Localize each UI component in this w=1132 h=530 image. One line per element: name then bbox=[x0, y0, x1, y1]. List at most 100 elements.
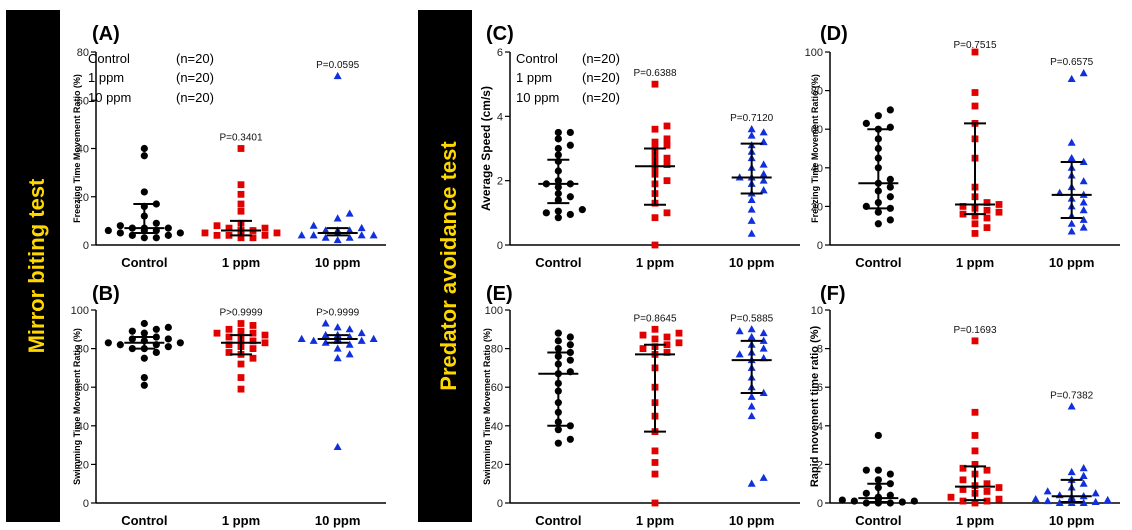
data-point bbox=[104, 226, 112, 235]
y-tick-label: 6 bbox=[817, 382, 823, 394]
data-point bbox=[140, 234, 148, 242]
series-1-ppm: 1 ppm P=0.3401 bbox=[201, 133, 281, 270]
data-point bbox=[1079, 69, 1088, 77]
panel-d: 0 20 40 60 80 100 Freezing Time Movement Ratio… bbox=[805, 23, 1120, 270]
x-tick-label: 1 ppm bbox=[636, 513, 674, 528]
data-point bbox=[261, 231, 269, 239]
data-point bbox=[874, 112, 882, 120]
data-point bbox=[140, 319, 148, 328]
y-tick-label: 40 bbox=[77, 421, 89, 433]
y-tick-label: 40 bbox=[811, 163, 823, 175]
data-point bbox=[261, 224, 269, 232]
data-point bbox=[983, 206, 991, 214]
data-point bbox=[759, 128, 768, 136]
data-point bbox=[1079, 215, 1088, 223]
y-tick-label: 100 bbox=[71, 305, 89, 317]
y-axis-label: Freezing Time Movement Ratio (%) bbox=[72, 74, 82, 223]
data-point bbox=[345, 350, 354, 358]
data-point bbox=[663, 122, 671, 130]
data-point bbox=[321, 338, 330, 346]
data-point bbox=[983, 214, 991, 222]
data-point bbox=[152, 200, 160, 208]
data-point bbox=[225, 341, 233, 349]
panel-letter: (C) bbox=[486, 23, 514, 45]
data-point bbox=[345, 325, 354, 333]
data-point bbox=[164, 224, 172, 232]
data-point bbox=[333, 344, 342, 352]
data-point bbox=[309, 221, 318, 229]
y-axis-label: Swimming Time Movement Ratio (%) bbox=[482, 328, 492, 485]
data-point bbox=[971, 212, 979, 220]
data-point bbox=[297, 231, 306, 239]
data-point bbox=[747, 332, 756, 341]
series-10-ppm: 10 ppm P=0.6575 bbox=[1049, 57, 1095, 270]
data-point bbox=[759, 328, 768, 337]
data-point bbox=[971, 432, 979, 439]
data-point bbox=[886, 491, 894, 499]
data-point bbox=[874, 220, 882, 228]
data-point bbox=[237, 200, 245, 208]
panel-e: 0 20 40 60 80 100 Swimming Time Movement Ratio… bbox=[482, 283, 800, 528]
data-point bbox=[995, 201, 1003, 208]
data-point bbox=[1079, 479, 1088, 487]
data-point bbox=[566, 193, 574, 201]
data-point bbox=[164, 343, 172, 351]
data-point bbox=[152, 333, 160, 341]
data-point bbox=[566, 141, 574, 149]
x-tick-label: 10 ppm bbox=[315, 255, 361, 270]
series-1-ppm: 1 ppm P=0.8645 bbox=[633, 313, 683, 528]
data-point bbox=[850, 497, 858, 505]
band-predator-label: Predator avoidance test bbox=[436, 141, 461, 391]
data-point bbox=[651, 214, 659, 222]
data-point bbox=[104, 339, 112, 347]
series-1-ppm: 1 ppm P>0.9999 bbox=[213, 308, 269, 528]
data-point bbox=[983, 480, 991, 488]
data-point bbox=[225, 231, 233, 239]
data-point bbox=[249, 322, 257, 329]
data-point bbox=[663, 141, 671, 149]
legend-c-10ppm: 10 ppm bbox=[516, 90, 559, 105]
data-point bbox=[116, 341, 124, 349]
data-point bbox=[128, 327, 136, 335]
data-point bbox=[651, 325, 659, 333]
data-point bbox=[971, 337, 979, 345]
y-tick-label: 0 bbox=[497, 240, 503, 252]
data-point bbox=[1079, 498, 1088, 506]
data-point bbox=[566, 333, 574, 341]
data-point bbox=[333, 442, 342, 451]
p-value-label: P=0.3401 bbox=[219, 133, 263, 144]
data-point bbox=[309, 231, 318, 239]
data-point bbox=[862, 119, 870, 128]
data-point bbox=[345, 233, 354, 241]
data-point bbox=[333, 214, 342, 222]
data-point bbox=[862, 489, 870, 497]
data-point bbox=[140, 152, 148, 160]
data-point bbox=[566, 356, 574, 364]
series-control: Control bbox=[838, 431, 918, 528]
data-point bbox=[213, 231, 221, 239]
data-point bbox=[578, 206, 586, 214]
y-tick-label: 4 bbox=[817, 421, 823, 433]
data-point bbox=[663, 161, 671, 168]
x-tick-label: 1 ppm bbox=[222, 513, 260, 528]
series-control: Control bbox=[535, 128, 586, 270]
p-value-label: P=0.1693 bbox=[953, 325, 997, 336]
data-point bbox=[1067, 74, 1076, 83]
series-control: Control bbox=[104, 319, 184, 528]
data-point bbox=[759, 186, 768, 194]
series-control: Control bbox=[104, 144, 184, 270]
y-tick-label: 100 bbox=[485, 305, 503, 317]
data-point bbox=[140, 188, 148, 196]
y-tick-label: 100 bbox=[805, 47, 823, 59]
data-point bbox=[747, 131, 756, 139]
data-point bbox=[152, 234, 160, 242]
series-1-ppm: 1 ppm P=0.1693 bbox=[947, 325, 1003, 528]
data-point bbox=[886, 480, 894, 488]
legend-c-1ppm: 1 ppm bbox=[516, 70, 552, 85]
data-point bbox=[333, 354, 342, 362]
data-point bbox=[554, 214, 562, 222]
data-point bbox=[345, 340, 354, 348]
x-tick-label: Control bbox=[121, 255, 167, 270]
